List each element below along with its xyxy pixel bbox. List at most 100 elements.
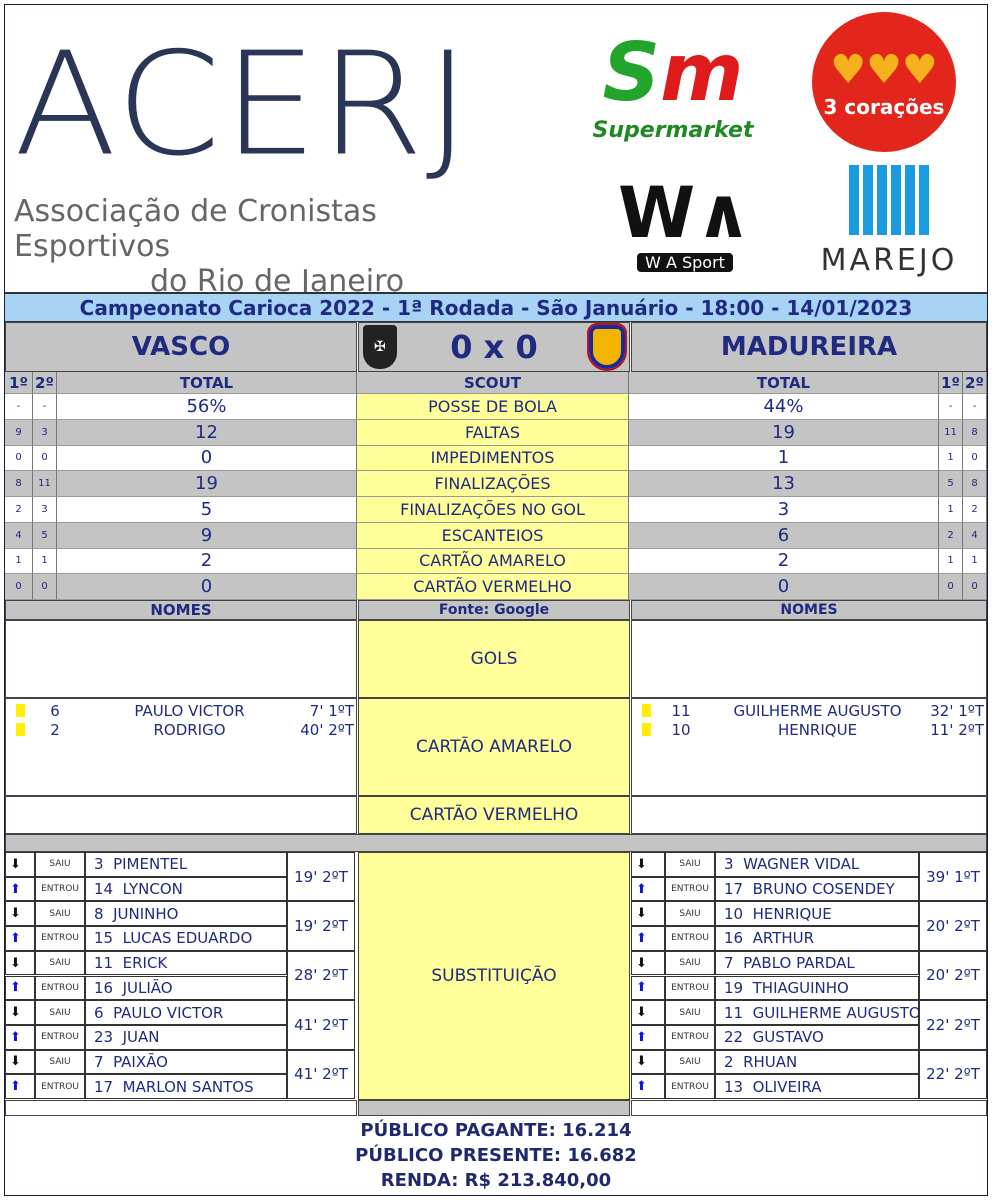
player-number: 6 <box>50 701 60 720</box>
home-second-half: 0 <box>33 574 57 600</box>
away-second-half: 8 <box>963 419 987 446</box>
home-second-half: - <box>33 394 57 420</box>
stat-label: FINALIZAÇÕES <box>357 471 629 497</box>
away-red-cell <box>631 796 987 834</box>
sponsor-3coracoes-logo: ♥♥♥ 3 corações <box>812 12 956 152</box>
player-number: 2 <box>50 720 60 739</box>
stat-label: ESCANTEIOS <box>357 522 629 549</box>
yellow-card-icon <box>642 723 651 736</box>
home-first-half: - <box>5 394 33 420</box>
away-team: MADUREIRA <box>631 322 987 372</box>
yellow-card-icon <box>642 704 651 717</box>
home-total: 12 <box>57 419 357 446</box>
home-first-half: 0 <box>5 574 33 600</box>
match-title: Campeonato Carioca 2022 - 1ª Rodada - Sã… <box>5 292 987 322</box>
sub-time: 39' 1ºT <box>919 852 987 902</box>
arrow-up-icon: ⬆ <box>631 1074 665 1099</box>
away-total: 13 <box>629 471 939 497</box>
home-names-header: NOMES <box>5 600 357 620</box>
player-number: 10 <box>671 720 691 739</box>
away-second-half: 4 <box>963 522 987 549</box>
home-first-half: 8 <box>5 471 33 497</box>
sub-time: 20' 2ºT <box>919 901 987 951</box>
stat-row: 1 1 2 CARTÃO AMARELO 2 1 1 <box>5 548 987 575</box>
arrow-up-icon: ⬆ <box>631 926 665 951</box>
arrow-up-icon: ⬆ <box>5 1074 35 1099</box>
player-name: PAULO VICTOR <box>134 701 245 720</box>
away-first-half: 1 <box>939 497 963 523</box>
sponsor-marejo-logo: MAREJO <box>806 160 972 282</box>
player: 7 PAIXÃO <box>85 1049 287 1075</box>
sub-time: 19' 2ºT <box>287 901 355 951</box>
away-total: 6 <box>629 522 939 549</box>
sponsor-supermarket-logo: Sm Supermarket <box>592 25 754 143</box>
home-second-half-header: 2º <box>33 372 57 394</box>
madureira-crest-icon <box>587 323 627 371</box>
sponsor-wasport-logo: W∧ W A Sport <box>617 172 753 272</box>
away-first-half-header: 1º <box>939 372 963 394</box>
sub-out-row: ⬇ SAIU 6 PAULO VICTOR <box>5 1000 287 1025</box>
away-second-half: 0 <box>963 574 987 600</box>
home-total-header: TOTAL <box>57 372 357 394</box>
away-first-half: 1 <box>939 445 963 472</box>
sub-type-label: ENTROU <box>665 1024 715 1050</box>
yellow-card-entry: 2 RODRIGO 40' 2ºT <box>6 720 356 739</box>
arrow-down-icon: ⬇ <box>631 950 665 976</box>
sub-type-label: ENTROU <box>35 876 85 902</box>
away-first-half: 5 <box>939 471 963 497</box>
home-second-half: 3 <box>33 497 57 523</box>
player: 3 WAGNER VIDAL <box>715 852 919 877</box>
substitution-label: SUBSTITUIÇÃO <box>358 852 630 1100</box>
scout-header: SCOUT <box>357 372 629 394</box>
player: 22 GUSTAVO <box>715 1024 919 1050</box>
stats-header-row: 1º 2º TOTAL SCOUT TOTAL 1º 2º <box>5 372 987 394</box>
sub-type-label: ENTROU <box>35 926 85 951</box>
home-total: 0 <box>57 445 357 472</box>
arrow-down-icon: ⬇ <box>631 1049 665 1075</box>
sub-type-label: SAIU <box>665 1049 715 1075</box>
arrow-up-icon: ⬆ <box>5 926 35 951</box>
sub-type-label: ENTROU <box>35 1074 85 1099</box>
income: RENDA: R$ 213.840,00 <box>380 1169 612 1191</box>
arrow-down-icon: ⬇ <box>631 1000 665 1025</box>
away-second-half: - <box>963 394 987 420</box>
player: 17 BRUNO COSENDEY <box>715 876 919 902</box>
away-total: 0 <box>629 574 939 600</box>
sub-out-row: ⬇ SAIU 3 PIMENTEL <box>5 852 287 877</box>
vasco-crest-icon: ✠ <box>363 325 397 369</box>
sub-type-label: SAIU <box>35 1049 85 1075</box>
home-second-half: 5 <box>33 522 57 549</box>
sub-type-label: SAIU <box>35 1000 85 1025</box>
card-time: 40' 2ºT <box>300 720 354 739</box>
home-second-half: 11 <box>33 471 57 497</box>
sub-time: 41' 2ºT <box>287 1000 355 1050</box>
player: 8 JUNINHO <box>85 901 287 927</box>
away-first-half: - <box>939 394 963 420</box>
away-subs-spacer <box>631 1100 987 1116</box>
home-total: 0 <box>57 574 357 600</box>
stat-row: 0 0 0 CARTÃO VERMELHO 0 0 0 <box>5 574 987 600</box>
player: 7 PABLO PARDAL <box>715 950 919 976</box>
stat-row: 8 11 19 FINALIZAÇÕES 13 5 8 <box>5 471 987 497</box>
score: 0 x 0 <box>450 328 538 366</box>
card-time: 11' 2ºT <box>930 720 984 739</box>
player-number: 11 <box>671 701 691 720</box>
stat-row: 4 5 9 ESCANTEIOS 6 2 4 <box>5 522 987 549</box>
stat-row: 9 3 12 FALTAS 19 11 8 <box>5 419 987 446</box>
score-box: ✠ 0 x 0 <box>358 322 630 372</box>
yellow-card-entry: 10 HENRIQUE 11' 2ºT <box>632 720 986 739</box>
sub-time: 22' 2ºT <box>919 1000 987 1050</box>
red-card-label: CARTÃO VERMELHO <box>358 796 630 834</box>
sub-in-row: ⬆ ENTROU 17 MARLON SANTOS <box>5 1074 287 1099</box>
sub-time: 19' 2ºT <box>287 852 355 902</box>
sub-in-row: ⬆ ENTROU 15 LUCAS EDUARDO <box>5 926 287 951</box>
yellow-card-icon <box>16 704 25 717</box>
player: 17 MARLON SANTOS <box>85 1074 287 1099</box>
sub-out-row: ⬇ SAIU 2 RHUAN <box>631 1049 919 1075</box>
away-first-half: 1 <box>939 548 963 575</box>
sub-out-row: ⬇ SAIU 11 GUILHERME AUGUSTO <box>631 1000 921 1025</box>
arrow-down-icon: ⬇ <box>5 950 35 976</box>
arrow-down-icon: ⬇ <box>631 901 665 927</box>
sub-time: 22' 2ºT <box>919 1049 987 1099</box>
arrow-up-icon: ⬆ <box>631 876 665 902</box>
